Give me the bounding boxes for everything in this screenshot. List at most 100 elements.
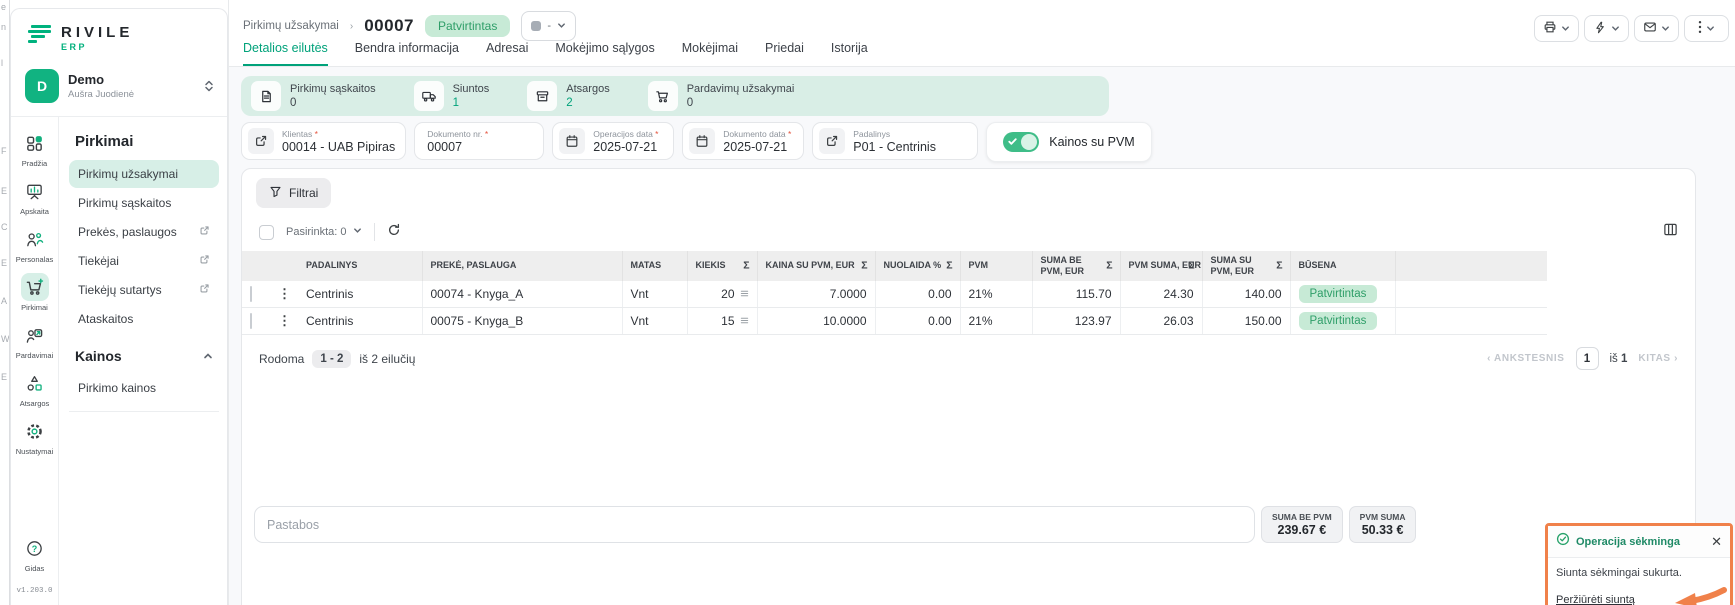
rail-item-label: Personalas (15, 255, 54, 264)
lot-lines-icon[interactable] (740, 314, 749, 328)
field-dokumento-nr[interactable]: Dokumento nr. * 00007 (414, 122, 545, 160)
sum-icon[interactable]: Σ (861, 259, 868, 272)
tab-istorija[interactable]: Istorija (830, 41, 868, 55)
sidebar-item-tiekejai[interactable]: Tiekėjai (69, 247, 219, 275)
tab-mokejimo-salygos[interactable]: Mokėjimo sąlygos (555, 41, 655, 55)
printer-icon (1543, 20, 1557, 37)
cell-busena: Patvirtintas (1290, 307, 1396, 336)
tab-mokejimai[interactable]: Mokėjimai (681, 41, 738, 55)
tab-detalios-eilutes[interactable]: Detalios eilutės (243, 41, 328, 66)
column-header-suma-be[interactable]: Suma be PVM, EUR Σ (1032, 251, 1121, 281)
select-all-checkbox[interactable] (259, 224, 274, 240)
field-dokumento-data[interactable]: Dokumento data * 2025-07-21 (682, 122, 805, 160)
prev-page-button[interactable]: ‹ ANKSTESNIS (1487, 353, 1565, 365)
rail-item-gidas[interactable]: ? Gidas (12, 534, 58, 573)
row-checkbox[interactable] (250, 313, 252, 330)
chevron-down-icon (1611, 21, 1620, 36)
sidebar-item-pirkimu-saskaitos[interactable]: Pirkimų sąskaitos (69, 189, 219, 217)
more-options-button[interactable] (1684, 15, 1729, 42)
rail-item-apskaita[interactable]: Apskaita (12, 177, 58, 216)
sum-icon[interactable]: Σ (1188, 259, 1195, 272)
sidebar-item-pirkimu-uzsakymai[interactable]: Pirkimų užsakymai (69, 160, 219, 188)
cell-matas: Vnt (622, 280, 688, 309)
toggle-switch[interactable] (1003, 132, 1040, 152)
sidebar-item-pirkimo-kainos[interactable]: Pirkimo kainos (69, 374, 219, 402)
row-select-cell (242, 280, 270, 309)
tab-bendra-informacija[interactable]: Bendra informacija (354, 41, 459, 55)
rail-item-nustatymai[interactable]: Nustatymai (12, 417, 58, 456)
quick-actions-button[interactable] (1584, 15, 1629, 42)
lot-lines-icon[interactable] (740, 287, 749, 301)
field-value: 00007 (427, 139, 463, 154)
stat-pardavimu-uzsakymai[interactable]: Pardavimų užsakymai 0 (647, 81, 794, 111)
cart-icon (20, 273, 49, 301)
column-header-pvm[interactable]: PVM (960, 251, 1033, 281)
sidebar-item-prekes-paslaugos[interactable]: Prekės, paslaugos (69, 218, 219, 246)
column-header-kaina[interactable]: Kaina su PVM, EUR Σ (757, 251, 876, 281)
clipped-text: W (1, 334, 10, 344)
chevron-down-icon (353, 226, 362, 238)
column-settings-button[interactable] (1663, 222, 1678, 242)
stat-label: Siuntos (452, 83, 490, 96)
field-value: 2025-07-21 (593, 139, 658, 154)
field-operacijos-data[interactable]: Operacijos data * 2025-07-21 (552, 122, 675, 160)
rail-item-atsargos[interactable]: Atsargos (12, 369, 58, 408)
tab-priedai[interactable]: Priedai (764, 41, 804, 55)
sum-icon[interactable]: Σ (743, 259, 750, 272)
next-page-button[interactable]: KITAS › (1638, 353, 1678, 365)
row-select-cell (242, 307, 270, 336)
rail-item-pirkimai[interactable]: Pirkimai (12, 273, 58, 312)
company-name: Demo (68, 72, 105, 87)
column-header-matas[interactable]: Matas (622, 251, 688, 281)
cell-padalinys: Centrinis (298, 307, 423, 336)
menu-section-kainos[interactable]: Kainos (69, 334, 219, 374)
current-page-input[interactable]: 1 (1575, 347, 1599, 371)
stat-atsargos[interactable]: Atsargos 2 (527, 81, 610, 111)
column-header-suma-su[interactable]: Suma su PVM, EUR Σ (1202, 251, 1291, 281)
required-asterisk: * (655, 128, 659, 139)
app-logo[interactable]: RIVILE ERP (11, 9, 227, 60)
rail-item-pradzia[interactable]: Pradžia (12, 129, 58, 168)
vat-toggle[interactable]: Kainos su PVM (986, 122, 1152, 162)
sidebar-item-ataskaitos[interactable]: Ataskaitos (69, 305, 219, 333)
status-dropdown[interactable]: - (521, 11, 577, 41)
tab-adresai[interactable]: Adresai (485, 41, 529, 55)
field-label: Padalinys (853, 128, 891, 139)
column-header-nuolaida[interactable]: Nuolaida % Σ (875, 251, 961, 281)
company-selector[interactable]: D Demo Aušra Juodienė (11, 60, 227, 117)
sum-icon[interactable]: Σ (946, 259, 953, 272)
column-header-padalinys[interactable]: Padalinys (298, 251, 423, 281)
stat-pirkimu-saskaitos[interactable]: Pirkimų sąskaitos 0 (251, 81, 376, 111)
sidebar-item-tiekeju-sutartys[interactable]: Tiekėjų sutartys (69, 276, 219, 304)
sum-icon[interactable]: Σ (1106, 259, 1113, 272)
field-klientas[interactable]: Klientas * 00014 - UAB Pipiras (241, 122, 407, 160)
row-menu-icon[interactable]: ⋮ (278, 285, 291, 301)
sum-icon[interactable]: Σ (1276, 259, 1283, 272)
stat-siuntos[interactable]: Siuntos 1 (413, 81, 490, 111)
rivile-logo-icon (25, 23, 52, 52)
sidebar-item-label: Prekės, paslaugos (78, 225, 177, 239)
field-padalinys[interactable]: Padalinys P01 - Centrinis (812, 122, 979, 160)
cell-kaina: 7.0000 (757, 280, 876, 309)
column-header-busena[interactable]: Būsena (1290, 251, 1396, 281)
selected-count[interactable]: Pasirinkta: 0 (286, 226, 362, 238)
field-label: Dokumento data * (723, 128, 792, 139)
filters-button[interactable]: Filtrai (256, 178, 332, 208)
rail-item-label: Pirkimai (21, 303, 48, 312)
rail-item-pardavimai[interactable]: Pardavimai (12, 321, 58, 360)
refresh-button[interactable] (387, 223, 401, 242)
row-checkbox[interactable] (250, 285, 252, 302)
breadcrumb[interactable]: Pirkimų užsakymai (243, 20, 339, 32)
view-shipment-link[interactable]: Peržiūrėti siuntą (1556, 594, 1635, 605)
column-header-kiekis[interactable]: Kiekis Σ (687, 251, 758, 281)
chevron-down-icon (557, 17, 566, 35)
print-button[interactable] (1534, 15, 1579, 42)
column-header-pvm-suma[interactable]: PVM suma, EUR Σ (1120, 251, 1203, 281)
row-menu-icon[interactable]: ⋮ (278, 313, 291, 329)
close-icon[interactable]: ✕ (1711, 534, 1722, 549)
email-button[interactable] (1634, 15, 1679, 42)
notes-input[interactable] (254, 506, 1255, 543)
column-header-preke[interactable]: Prekė, paslauga (422, 251, 623, 281)
rail-item-personalas[interactable]: Personalas (12, 225, 58, 264)
cell-pvm-suma: 26.03 (1120, 307, 1203, 336)
